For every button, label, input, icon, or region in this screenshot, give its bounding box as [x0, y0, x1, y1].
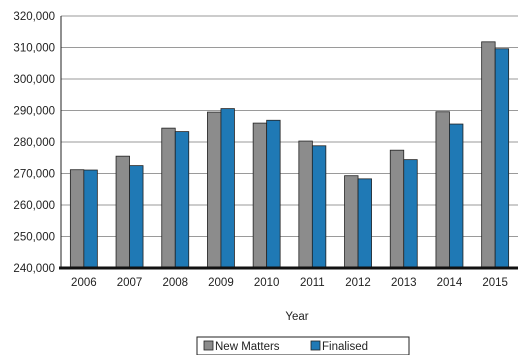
y-tick-label: 260,000 — [13, 200, 55, 212]
bar-new-matters-2006 — [69, 169, 85, 269]
x-tick-label: 2013 — [391, 277, 417, 289]
bar-finalised-2013 — [403, 159, 418, 269]
x-tick-label: 2006 — [71, 277, 97, 289]
y-tick-label: 300,000 — [13, 74, 55, 86]
x-tick-label: 2010 — [254, 277, 280, 289]
x-tick-label: 2008 — [162, 277, 188, 289]
bars — [69, 41, 510, 269]
x-tick-label: 2015 — [482, 277, 508, 289]
y-tick-label: 240,000 — [13, 263, 55, 275]
legend-box — [196, 336, 410, 355]
legend-label-new-matters: New Matters — [215, 341, 280, 353]
legend-swatch-finalised — [310, 340, 321, 351]
x-tick-label: 2011 — [300, 277, 325, 289]
bar-finalised-2007 — [129, 165, 144, 269]
bar-new-matters-2009 — [207, 111, 222, 269]
bar-new-matters-2007 — [115, 155, 130, 269]
x-tick-label: 2012 — [345, 277, 371, 289]
bar-new-matters-2011 — [298, 140, 313, 269]
bar-finalised-2006 — [83, 169, 98, 269]
bar-finalised-2012 — [357, 178, 372, 269]
bar-finalised-2011 — [311, 145, 327, 269]
bar-finalised-2008 — [174, 131, 190, 269]
y-tick-label: 280,000 — [13, 137, 55, 149]
bar-finalised-2010 — [266, 119, 281, 269]
axes — [59, 16, 518, 270]
bar-new-matters-2012 — [344, 175, 359, 269]
legend-swatch-new-matters — [203, 340, 214, 351]
y-axis-tick-labels: 240,000 250,000 260,000 270,000 280,000 290,0… — [13, 11, 55, 275]
legend: New Matters Finalised — [196, 336, 410, 355]
y-tick-label: 310,000 — [13, 43, 55, 55]
bar-finalised-2014 — [449, 123, 464, 269]
legend-label-finalised: Finalised — [322, 341, 368, 353]
bar-finalised-2009 — [220, 108, 235, 269]
bar-new-matters-2015 — [481, 41, 496, 269]
bar-finalised-2015 — [494, 48, 510, 269]
x-axis-tick-labels: 2006 2007 2008 2009 2010 2011 2012 2013 2014 2015 — [71, 277, 508, 289]
x-tick-label: 2014 — [437, 277, 463, 289]
bar-new-matters-2008 — [161, 127, 176, 269]
y-tick-label: 290,000 — [13, 106, 55, 118]
bar-new-matters-2014 — [435, 111, 450, 269]
x-tick-label: 2007 — [117, 277, 143, 289]
y-tick-label: 250,000 — [13, 232, 55, 244]
x-tick-label: 2009 — [208, 277, 234, 289]
x-axis-title: Year — [285, 311, 308, 323]
y-tick-label: 270,000 — [13, 169, 55, 181]
y-tick-label: 320,000 — [13, 11, 55, 23]
bar-new-matters-2010 — [252, 122, 268, 269]
bar-new-matters-2013 — [389, 149, 405, 269]
